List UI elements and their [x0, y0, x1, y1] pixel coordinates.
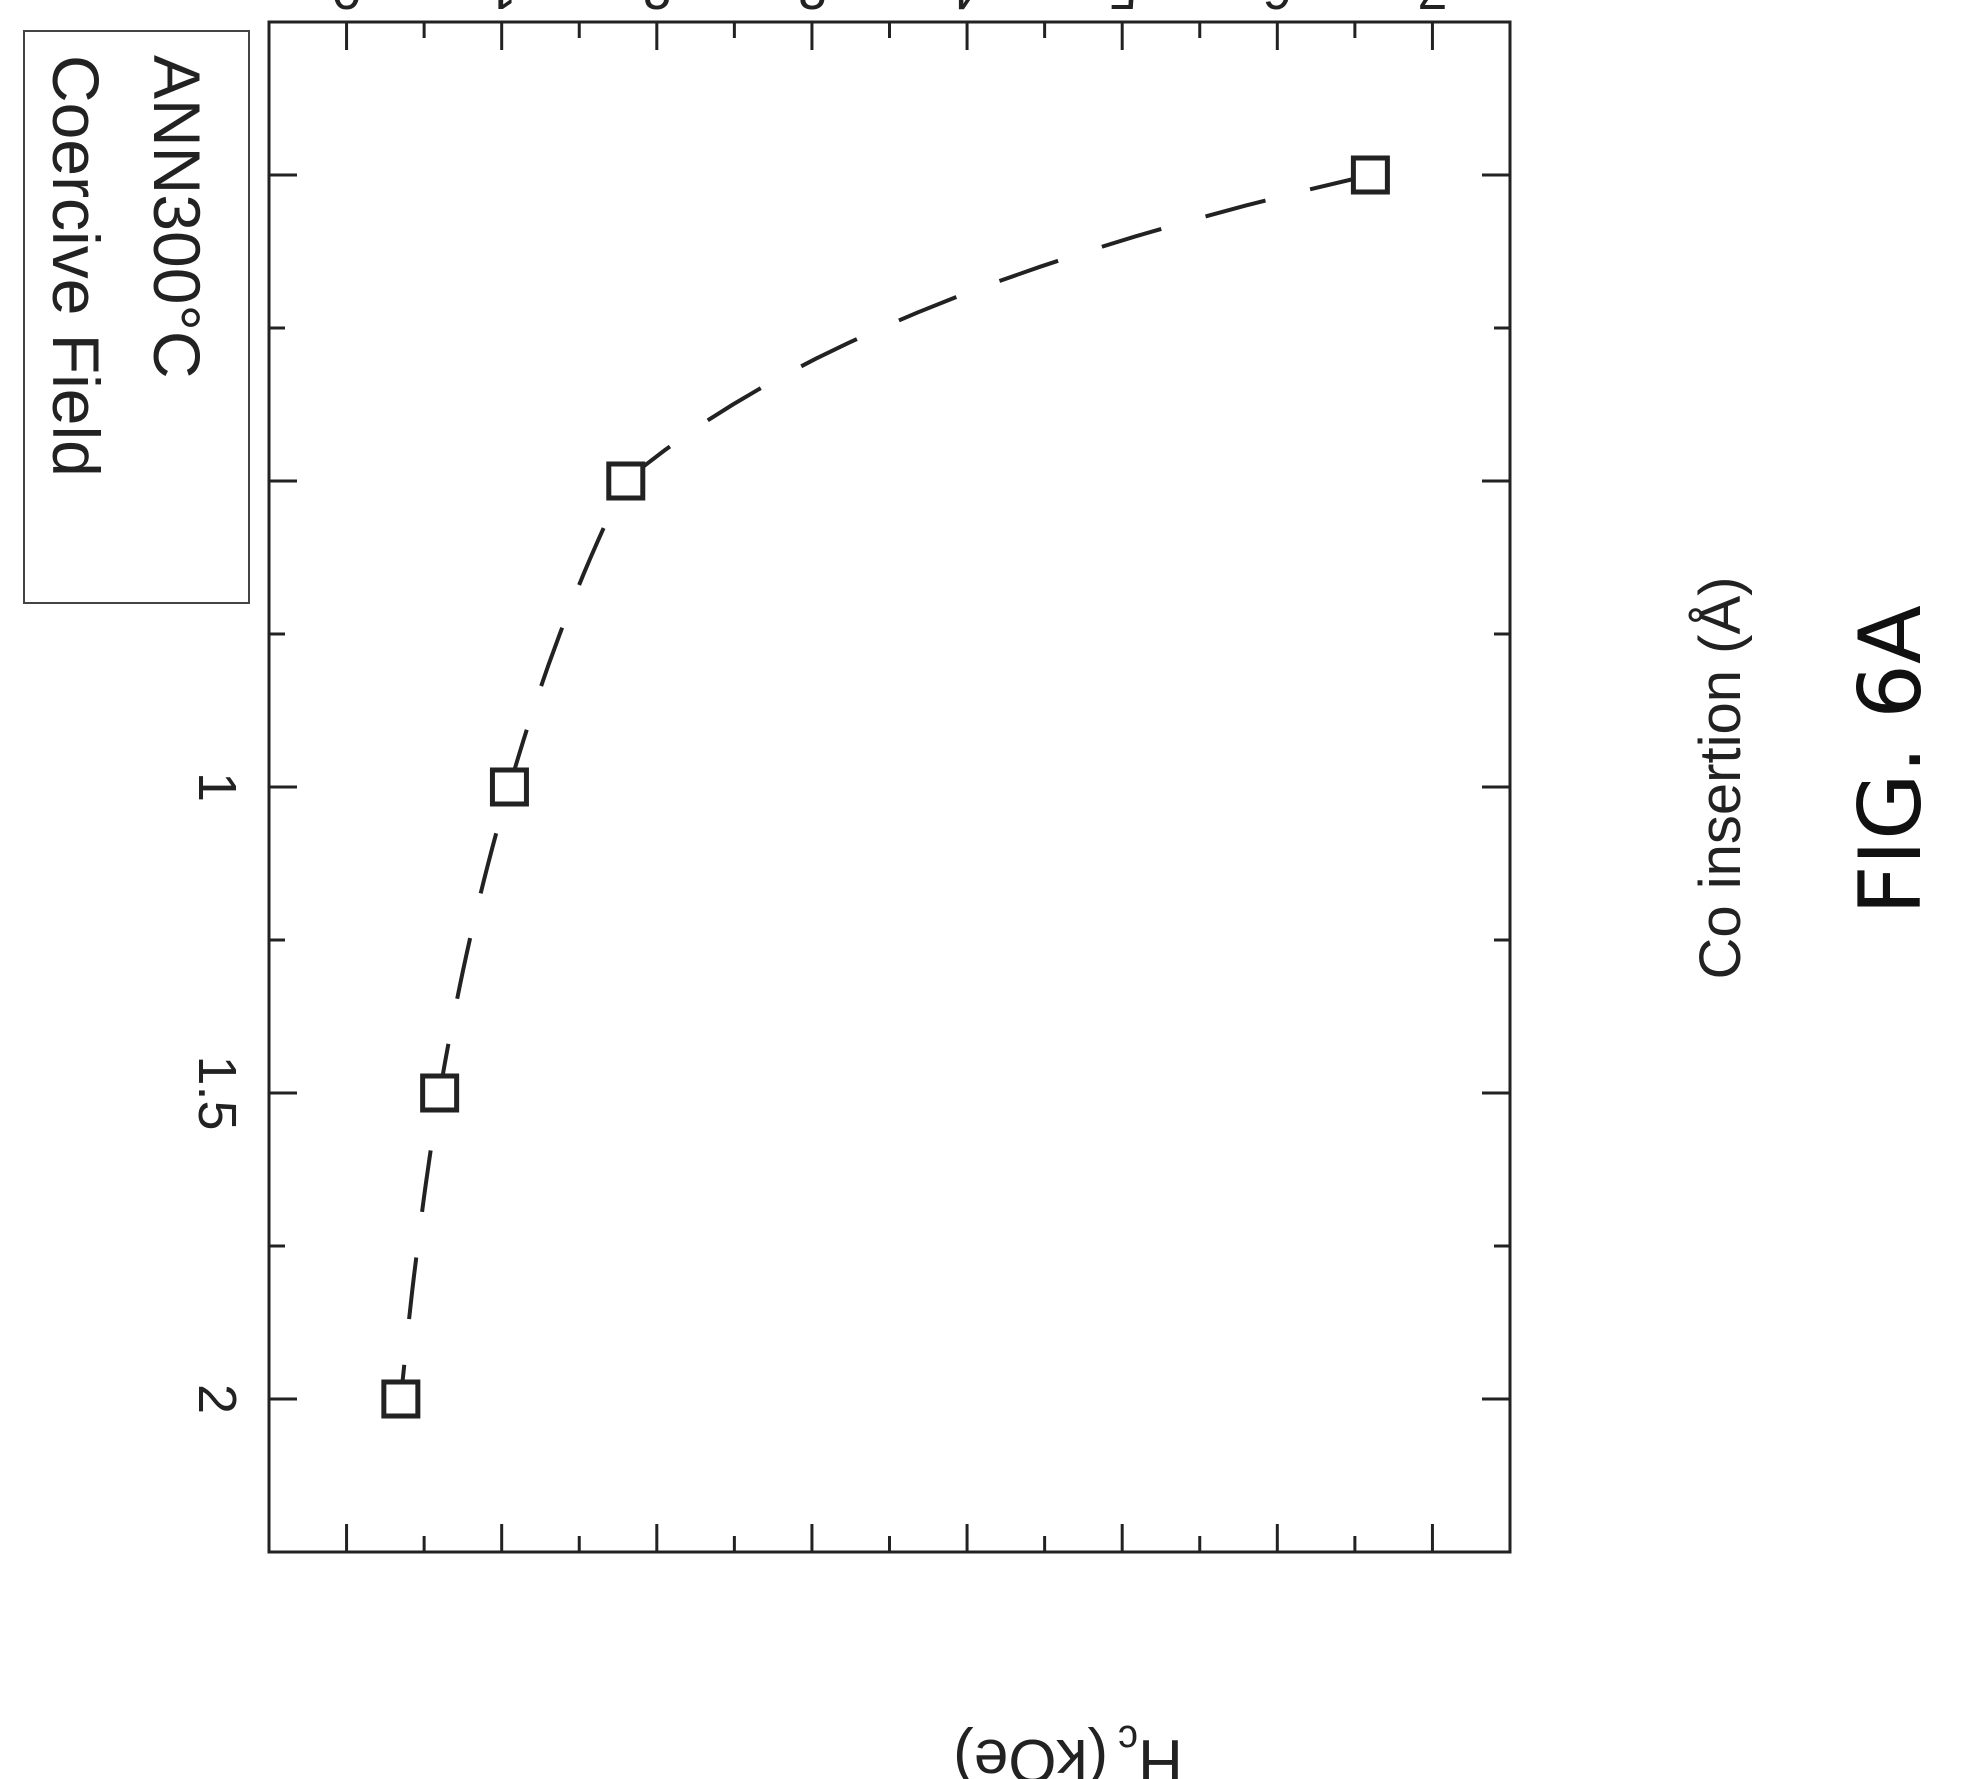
fit-curve [398, 173, 1371, 1400]
legend-line-2: Coercive Field [39, 55, 113, 477]
y-tick-label: 2 [642, 0, 672, 20]
data-point-square [381, 1379, 421, 1419]
y-tick-label: 5 [1107, 0, 1137, 20]
y-axis-label-sub: c [1118, 1717, 1138, 1761]
y-axis-label: Hc(kOe) [953, 1717, 1183, 1779]
y-tick-label: 0 [332, 0, 362, 20]
dashed-trend-line [398, 173, 1371, 1400]
data-points [381, 155, 1390, 1419]
data-point-square [1350, 155, 1390, 195]
y-tick-label: 7 [1417, 0, 1447, 20]
legend-box [23, 30, 250, 604]
y-tick-label: 3 [797, 0, 827, 20]
legend-line-1: ANN300°C [140, 55, 214, 379]
data-point-square [420, 1073, 460, 1113]
y-tick-label: 6 [1262, 0, 1292, 20]
plot-frame [267, 20, 1512, 1554]
x-tick-label: 1.5 [187, 1055, 247, 1130]
x-tick-label: 2 [187, 1384, 247, 1414]
plot-area: 00.511.5201234567 ANN300°C Coercive Fiel… [23, 0, 1512, 1779]
x-tick-label: 1 [187, 772, 247, 802]
legend: ANN300°C Coercive Field [23, 30, 250, 604]
y-axis-label-main: H [1138, 1726, 1183, 1779]
figure-label: FIG. 6A [1841, 605, 1941, 915]
y-tick-label: 4 [952, 0, 982, 20]
x-axis-label: Co insertion (Å) [1688, 577, 1753, 980]
y-tick-label: 1 [487, 0, 517, 20]
tick-labels: 00.511.5201234567 [187, 0, 1447, 1414]
y-axis-label-unit: (kOe) [953, 1726, 1108, 1779]
data-point-square [489, 767, 529, 807]
data-point-square [606, 461, 646, 501]
axis-ticks [269, 22, 1510, 1552]
